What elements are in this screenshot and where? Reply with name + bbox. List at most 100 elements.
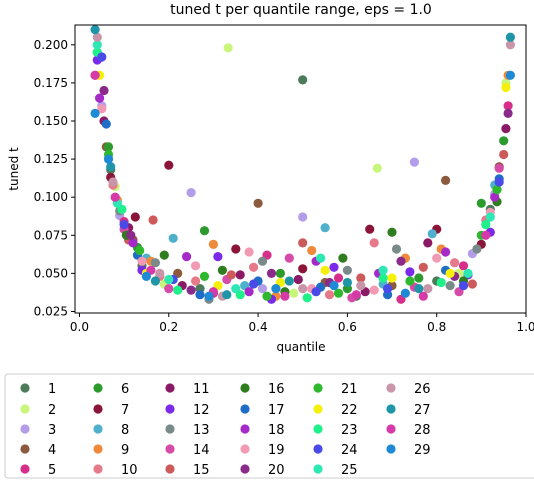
legend-marker xyxy=(93,464,103,474)
data-point-series-13 xyxy=(445,281,455,291)
data-point-series-28 xyxy=(110,192,120,202)
data-point-series-28 xyxy=(351,290,361,300)
data-point-series-7 xyxy=(365,224,375,234)
legend-box xyxy=(4,373,534,479)
data-point-series-15 xyxy=(356,273,366,283)
data-point-series-10 xyxy=(249,262,259,272)
data-point-series-25 xyxy=(485,212,495,222)
data-point-series-15 xyxy=(467,279,477,289)
data-point-series-21 xyxy=(405,276,415,286)
axes-frame xyxy=(74,24,527,314)
data-point-series-1 xyxy=(298,75,308,85)
x-tick-label: 0.2 xyxy=(159,320,178,334)
legend-label: 1 xyxy=(48,382,56,397)
legend-marker xyxy=(165,383,175,393)
data-point-series-19 xyxy=(137,256,147,266)
data-point-series-7 xyxy=(130,212,140,222)
legend: 1234567891011121314151617181920212223242… xyxy=(4,373,534,479)
data-point-series-20 xyxy=(266,268,277,278)
data-point-series-26 xyxy=(155,268,165,278)
data-point-series-8 xyxy=(427,229,437,239)
data-point-series-12 xyxy=(213,252,223,262)
data-point-series-27 xyxy=(90,25,100,35)
legend-label: 15 xyxy=(193,463,210,478)
data-point-series-7 xyxy=(298,264,308,274)
data-point-series-15 xyxy=(148,215,158,225)
x-tick-label: 0.8 xyxy=(427,320,446,334)
data-point-series-27 xyxy=(342,277,352,288)
y-axis-label: tuned t xyxy=(7,147,21,191)
legend-marker xyxy=(313,383,323,393)
data-point-series-25 xyxy=(231,284,241,294)
axes: 0.0 0.2 0.4 0.6 0.8 1.0 0.025 0.050 0.075 0.100 0.… xyxy=(34,24,534,334)
data-point-series-11 xyxy=(293,274,303,285)
data-point-series-22 xyxy=(320,265,330,275)
data-point-series-13 xyxy=(391,244,402,254)
data-point-series-19 xyxy=(432,253,442,263)
y-tick-label: 0.150 xyxy=(34,114,68,128)
legend-marker xyxy=(313,404,323,414)
data-point-series-27 xyxy=(414,284,424,294)
legend-label: 18 xyxy=(268,423,285,438)
data-point-series-9 xyxy=(307,245,317,256)
data-point-series-25 xyxy=(164,274,174,285)
data-point-series-23 xyxy=(173,285,183,295)
data-point-series-26 xyxy=(108,177,118,187)
data-point-series-22 xyxy=(501,82,511,93)
data-point-series-13 xyxy=(342,265,352,275)
data-point-series-8 xyxy=(168,233,178,243)
data-point-series-3 xyxy=(298,212,308,222)
legend-label: 29 xyxy=(414,443,431,458)
data-point-series-27 xyxy=(150,276,160,286)
legend-label: 25 xyxy=(341,463,358,478)
y-tick-label: 0.100 xyxy=(34,190,68,204)
legend-marker xyxy=(386,383,396,393)
data-point-series-18 xyxy=(490,192,500,202)
data-point-series-10 xyxy=(324,290,335,300)
legend-label: 11 xyxy=(193,382,210,397)
data-point-series-7 xyxy=(164,160,174,170)
legend-label: 4 xyxy=(48,443,56,458)
data-point-series-29 xyxy=(400,288,410,298)
data-point-series-16 xyxy=(387,227,397,237)
legend-marker xyxy=(313,464,323,474)
legend-label: 10 xyxy=(121,463,138,478)
x-tick-label: 0.0 xyxy=(70,320,89,334)
data-point-series-13 xyxy=(472,244,482,254)
data-point-series-20 xyxy=(126,230,136,240)
legend-marker xyxy=(20,383,30,393)
y-tick-label: 0.050 xyxy=(34,266,68,280)
data-point-series-24 xyxy=(494,177,504,187)
data-point-series-22 xyxy=(387,273,397,283)
legend-label: 8 xyxy=(121,423,129,438)
data-point-series-25 xyxy=(92,40,102,50)
data-point-series-11 xyxy=(423,238,433,248)
legend-label: 3 xyxy=(48,423,56,438)
data-point-series-25 xyxy=(378,265,388,275)
legend-marker xyxy=(20,464,30,474)
y-tick-label: 0.125 xyxy=(34,152,68,166)
data-point-series-26 xyxy=(298,284,308,294)
legend-marker xyxy=(93,424,103,434)
y-tick-label: 0.025 xyxy=(34,304,68,318)
data-point-series-2 xyxy=(223,43,233,53)
legend-marker xyxy=(93,444,103,454)
data-point-series-28 xyxy=(481,230,491,240)
data-point-series-21 xyxy=(262,291,272,301)
data-point-series-20 xyxy=(99,85,109,96)
data-point-series-21 xyxy=(199,271,210,281)
data-point-series-5 xyxy=(333,273,344,283)
data-point-series-24 xyxy=(119,220,129,230)
legend-label: 22 xyxy=(341,403,358,418)
data-point-series-24 xyxy=(458,281,469,291)
legend-label: 7 xyxy=(121,403,129,418)
data-point-series-24 xyxy=(249,279,259,289)
data-point-series-20 xyxy=(396,256,406,266)
data-point-series-3 xyxy=(409,157,419,167)
data-point-series-20 xyxy=(503,108,513,118)
data-point-series-18 xyxy=(244,287,254,297)
data-point-series-29 xyxy=(329,281,339,291)
data-point-series-6 xyxy=(414,273,424,283)
data-point-series-19 xyxy=(244,247,254,257)
legend-marker xyxy=(93,404,103,414)
